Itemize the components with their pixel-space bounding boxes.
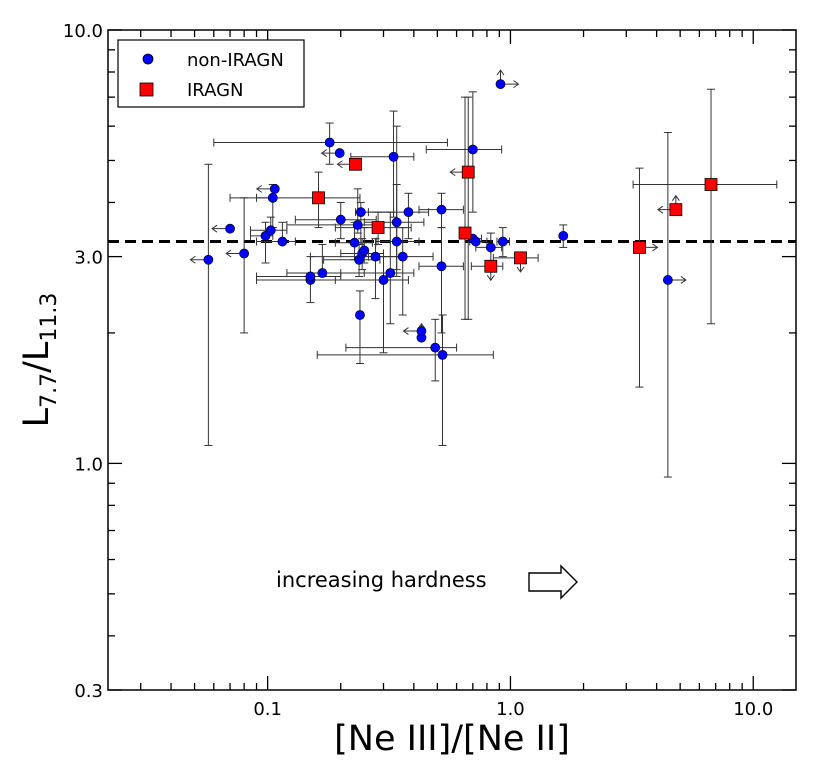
y-axis-title-sep: /L xyxy=(17,341,57,373)
limit-arrow-head xyxy=(211,224,218,233)
non-iragn-point xyxy=(324,137,335,148)
non-iragn-point xyxy=(355,310,365,320)
non-iragn-point xyxy=(397,251,408,262)
limit-arrow-head xyxy=(402,327,409,335)
non-iragn-point xyxy=(359,245,370,256)
iragn-point xyxy=(669,203,683,217)
axis-ticks-layer: 0.1 1.0 10.0 0.3 1.0 3.0 10.0 xyxy=(63,21,796,720)
y-axis-title: L7.7/L11.3 xyxy=(17,293,62,428)
plot-frame xyxy=(107,29,797,691)
non-iragn-point xyxy=(558,230,569,241)
x-axis-title: [Ne III]/[Ne II] xyxy=(334,719,570,759)
limit-arrow-head xyxy=(671,194,680,201)
x-tick-label: 0.1 xyxy=(253,699,282,720)
non-iragn-point xyxy=(370,251,381,262)
iragn-point xyxy=(312,191,325,205)
error-bars-layer xyxy=(189,69,778,478)
y-tick-label: 3.0 xyxy=(74,248,103,269)
non-iragn-point xyxy=(335,214,346,225)
data-points-layer xyxy=(203,79,718,360)
annotation-arrow-icon xyxy=(528,564,578,600)
non-iragn-point xyxy=(239,248,250,259)
non-iragn-point xyxy=(470,236,481,247)
legend: non-IRAGN IRAGN xyxy=(117,39,305,108)
non-iragn-point xyxy=(497,236,508,247)
limit-arrow-head xyxy=(449,168,456,177)
non-iragn-point xyxy=(467,144,478,155)
non-iragn-point xyxy=(436,204,447,215)
iragn-point xyxy=(484,259,498,273)
iragn-point xyxy=(349,157,362,171)
non-iragn-point xyxy=(391,217,402,228)
non-iragn-point xyxy=(485,242,496,253)
limit-arrow-head xyxy=(225,249,232,258)
limit-arrow-head xyxy=(513,80,520,89)
limit-arrow-head xyxy=(680,276,687,284)
iragn-point xyxy=(633,241,646,254)
limit-arrow-head xyxy=(320,149,327,157)
non-iragn-point xyxy=(662,275,673,285)
non-iragn-point xyxy=(352,220,363,230)
annotation-text: increasing hardness xyxy=(276,568,487,592)
limit-arrow-head xyxy=(496,69,505,76)
y-tick-label: 10.0 xyxy=(63,21,103,42)
non-iragn-point xyxy=(437,349,448,360)
non-iragn-point xyxy=(391,236,402,247)
non-iragn-point xyxy=(269,183,280,194)
limit-arrow-head xyxy=(516,266,525,273)
non-iragn-point xyxy=(416,326,427,336)
hardness-annotation: increasing hardness xyxy=(276,564,578,600)
non-iragn-point xyxy=(305,271,316,282)
legend-marker-iragn xyxy=(139,82,154,97)
limit-arrow-head xyxy=(189,255,196,264)
non-iragn-point xyxy=(267,192,278,203)
non-iragn-point xyxy=(265,225,276,236)
iragn-point xyxy=(704,178,718,191)
iragn-point xyxy=(461,165,475,179)
limit-arrow-head xyxy=(486,274,495,282)
non-iragn-point xyxy=(495,79,506,90)
iragn-point xyxy=(458,226,472,240)
legend-marker-non-iragn xyxy=(142,53,154,65)
y-tick-label: 0.3 xyxy=(74,681,103,702)
y-axis-title-main: L xyxy=(17,407,57,427)
legend-label-non-iragn: non-IRAGN xyxy=(187,50,284,71)
non-iragn-point xyxy=(349,237,360,248)
legend-label-iragn: IRAGN xyxy=(187,80,244,101)
non-iragn-point xyxy=(225,223,235,234)
iragn-point xyxy=(514,251,527,265)
non-iragn-point xyxy=(385,268,396,278)
non-iragn-point xyxy=(403,207,414,218)
non-iragn-point xyxy=(203,254,214,265)
limit-arrow-head xyxy=(656,205,664,214)
non-iragn-point xyxy=(355,207,366,218)
y-axis-title-sub1: 7.7 xyxy=(37,373,62,408)
y-axis-title-sub2: 11.3 xyxy=(37,293,62,342)
x-tick-label: 10.0 xyxy=(733,699,773,720)
x-tick-label: 1.0 xyxy=(496,699,525,720)
non-iragn-point xyxy=(334,148,345,158)
non-iragn-point xyxy=(430,342,441,353)
non-iragn-point xyxy=(378,275,389,285)
non-iragn-point xyxy=(317,268,328,278)
non-iragn-point xyxy=(277,236,288,247)
iragn-point xyxy=(371,221,385,234)
non-iragn-point xyxy=(388,151,399,162)
y-tick-label: 1.0 xyxy=(74,454,103,475)
limit-arrow-head xyxy=(652,243,659,252)
limit-arrow-head xyxy=(336,160,343,169)
non-iragn-point xyxy=(436,261,447,272)
limit-arrow-head xyxy=(255,184,263,193)
